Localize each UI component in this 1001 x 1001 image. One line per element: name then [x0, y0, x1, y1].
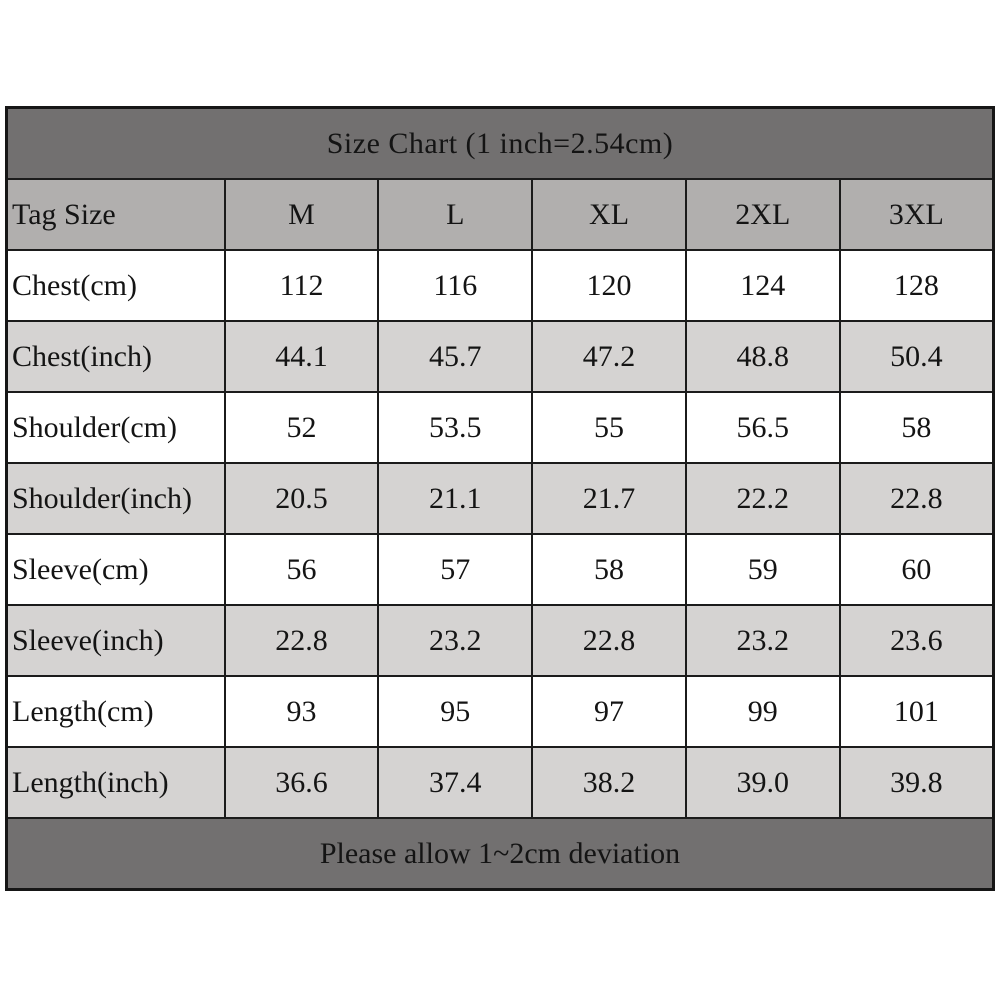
footer-row: Please allow 1~2cm deviation: [5, 817, 995, 891]
column-header-xl: XL: [531, 177, 687, 251]
cell-value: 36.6: [223, 746, 380, 820]
cell-value: 23.6: [838, 604, 995, 678]
deviation-note: Please allow 1~2cm deviation: [5, 817, 995, 891]
size-chart-table-container: Size Chart (1 inch=2.54cm) Tag Size M L …: [5, 106, 995, 891]
cell-value: 47.2: [531, 319, 687, 393]
cell-value: 22.8: [223, 604, 380, 678]
cell-value: 59: [684, 532, 841, 607]
cell-value: 120: [531, 248, 687, 322]
column-header-tag-size: Tag Size: [5, 177, 226, 251]
table-row-chest-cm: Chest(cm) 112 116 120 124 128: [5, 248, 995, 322]
table-row-shoulder-cm: Shoulder(cm) 52 53.5 55 56.5 58: [5, 390, 995, 464]
table-row-length-cm: Length(cm) 93 95 97 99 101: [5, 675, 995, 749]
row-label: Chest(cm): [5, 248, 226, 322]
cell-value: 93: [223, 675, 380, 749]
cell-value: 60: [838, 532, 995, 607]
row-label: Chest(inch): [5, 319, 226, 393]
table-row-chest-inch: Chest(inch) 44.1 45.7 47.2 48.8 50.4: [5, 319, 995, 393]
cell-value: 23.2: [377, 604, 534, 678]
cell-value: 128: [838, 248, 995, 322]
cell-value: 52: [223, 390, 380, 464]
cell-value: 37.4: [377, 746, 534, 820]
cell-value: 21.7: [531, 461, 687, 535]
cell-value: 124: [684, 248, 841, 322]
column-header-3xl: 3XL: [838, 177, 995, 251]
row-label: Sleeve(cm): [5, 532, 226, 607]
cell-value: 39.0: [684, 746, 841, 820]
row-label: Sleeve(inch): [5, 604, 226, 678]
cell-value: 21.1: [377, 461, 534, 535]
column-header-2xl: 2XL: [684, 177, 841, 251]
cell-value: 20.5: [223, 461, 380, 535]
cell-value: 101: [838, 675, 995, 749]
cell-value: 23.2: [684, 604, 841, 678]
cell-value: 39.8: [838, 746, 995, 820]
cell-value: 55: [531, 390, 687, 464]
cell-value: 53.5: [377, 390, 534, 464]
column-header-l: L: [377, 177, 534, 251]
cell-value: 44.1: [223, 319, 380, 393]
table-row-sleeve-cm: Sleeve(cm) 56 57 58 59 60: [5, 532, 995, 607]
cell-value: 45.7: [377, 319, 534, 393]
title-row: Size Chart (1 inch=2.54cm): [5, 106, 995, 180]
row-label: Length(cm): [5, 675, 226, 749]
cell-value: 58: [531, 532, 687, 607]
cell-value: 56: [223, 532, 380, 607]
row-label: Length(inch): [5, 746, 226, 820]
cell-value: 50.4: [838, 319, 995, 393]
table-row-length-inch: Length(inch) 36.6 37.4 38.2 39.0 39.8: [5, 746, 995, 820]
cell-value: 57: [377, 532, 534, 607]
cell-value: 38.2: [531, 746, 687, 820]
row-label: Shoulder(inch): [5, 461, 226, 535]
cell-value: 116: [377, 248, 534, 322]
row-label: Shoulder(cm): [5, 390, 226, 464]
column-header-row: Tag Size M L XL 2XL 3XL: [5, 177, 995, 251]
table-row-shoulder-inch: Shoulder(inch) 20.5 21.1 21.7 22.2 22.8: [5, 461, 995, 535]
size-chart-table: Size Chart (1 inch=2.54cm) Tag Size M L …: [5, 106, 995, 891]
table-row-sleeve-inch: Sleeve(inch) 22.8 23.2 22.8 23.2 23.6: [5, 604, 995, 678]
cell-value: 22.8: [531, 604, 687, 678]
cell-value: 112: [223, 248, 380, 322]
cell-value: 22.8: [838, 461, 995, 535]
cell-value: 95: [377, 675, 534, 749]
cell-value: 22.2: [684, 461, 841, 535]
cell-value: 56.5: [684, 390, 841, 464]
cell-value: 97: [531, 675, 687, 749]
column-header-m: M: [223, 177, 380, 251]
cell-value: 48.8: [684, 319, 841, 393]
table-title: Size Chart (1 inch=2.54cm): [5, 106, 995, 180]
cell-value: 58: [838, 390, 995, 464]
cell-value: 99: [684, 675, 841, 749]
